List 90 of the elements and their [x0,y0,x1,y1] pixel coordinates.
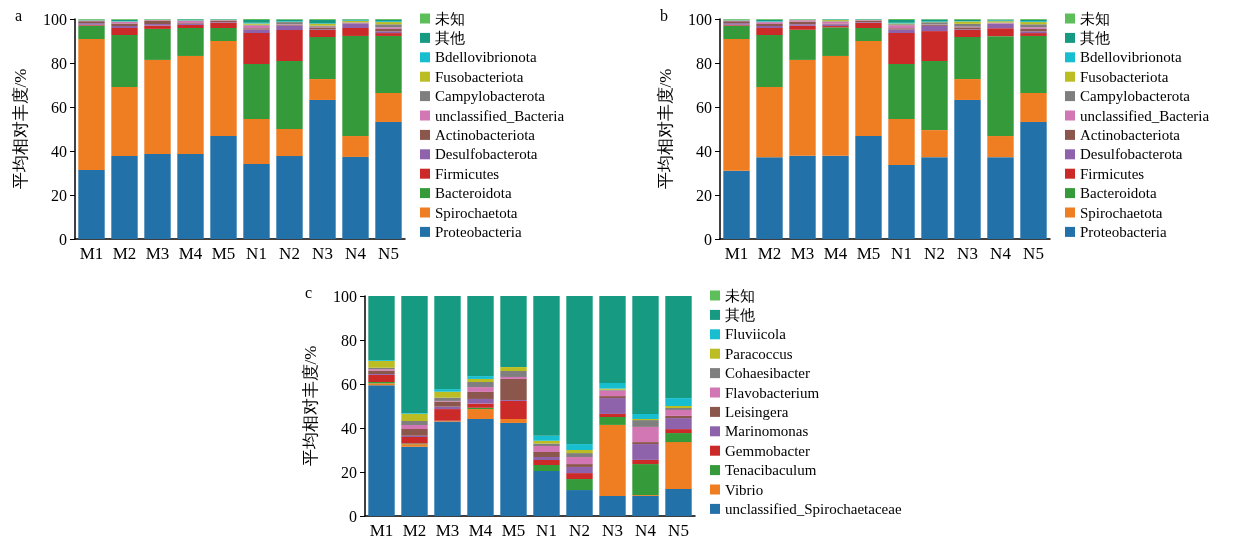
legend-label: unclassified_Bacteria [435,107,565,124]
y-tick-label: 40 [696,142,712,160]
legend-label: Leisingera [725,403,789,420]
x-tick-label: M5 [856,244,881,263]
y-tick-label: 0 [704,230,712,248]
legend-label: Campylobacterota [435,88,546,105]
x-tick-label: M5 [501,521,526,540]
y-tick-label: 20 [341,463,357,481]
legend-label: Bdellovibrionota [1080,49,1182,66]
x-tick-label: N1 [246,244,267,263]
chart-title: b [660,6,668,24]
y-tick-label: 60 [51,98,67,116]
x-tick-label: N3 [602,521,623,540]
legend-label: Fusobacteriota [1080,68,1169,85]
legend-label: Fluviicola [725,326,787,343]
legend-label: Flavobacterium [725,384,820,401]
x-tick-label: N4 [990,244,1012,263]
x-tick-label: M1 [79,244,104,263]
x-tick-label: M3 [145,244,170,263]
x-tick-label: M2 [757,244,782,263]
x-tick-label: N2 [569,521,590,540]
legend-label: 未知 [435,10,465,27]
x-tick-label: M4 [178,244,203,263]
y-tick-label: 20 [696,186,712,204]
x-tick-label: M1 [724,244,749,263]
legend-label: Spirochaetota [435,204,518,221]
x-tick-label: M4 [468,521,493,540]
y-axis-title: 平均相对丰度/% [11,68,30,190]
legend-label: Actinobacteriota [1080,126,1181,143]
y-tick-label: 0 [349,507,357,525]
y-tick-label: 0 [59,230,67,248]
y-tick-label: 60 [341,375,357,393]
y-tick-label: 20 [51,186,67,204]
legend-label: Gemmobacter [725,442,810,459]
legend-label: Cohaesibacter [725,365,810,382]
legend-label: Marinomonas [725,423,809,440]
legend-label: unclassified_Bacteria [1080,107,1210,124]
y-tick-label: 100 [688,10,712,28]
legend-label: 其他 [435,29,465,46]
legend-label: Desulfobacterota [435,146,538,163]
legend-label: Proteobacteria [1080,223,1167,240]
x-tick-label: N5 [378,244,399,263]
legend-label: unclassified_Spirochaetaceae [725,500,902,517]
x-tick-label: N3 [312,244,333,263]
x-tick-label: N1 [891,244,912,263]
x-tick-label: N5 [668,521,689,540]
x-tick-label: M2 [402,521,427,540]
x-tick-label: M4 [823,244,848,263]
legend-label: 未知 [725,287,755,304]
chart-title: a [15,6,23,24]
x-tick-label: N1 [536,521,557,540]
x-tick-label: N2 [279,244,300,263]
x-tick-label: M3 [790,244,815,263]
legend-label: Spirochaetota [1080,204,1163,221]
y-tick-label: 40 [51,142,67,160]
legend-label: Proteobacteria [435,223,522,240]
x-tick-label: M2 [112,244,137,263]
legend-label: Bacteroidota [435,185,512,202]
x-tick-label: N3 [957,244,978,263]
x-tick-label: N2 [924,244,945,263]
legend-label: 其他 [1080,29,1110,46]
legend-label: Bdellovibrionota [435,49,537,66]
x-tick-label: N4 [635,521,657,540]
x-tick-label: M3 [435,521,460,540]
legend-label: Campylobacterota [1080,88,1191,105]
x-tick-label: M5 [211,244,236,263]
legend-label: Actinobacteriota [435,126,536,143]
y-tick-label: 80 [696,54,712,72]
y-tick-label: 80 [51,54,67,72]
legend-label: Fusobacteriota [435,68,524,85]
chart-title: c [305,283,313,301]
y-axis-title: 平均相对丰度/% [656,68,675,190]
legend-label: 其他 [725,306,755,323]
x-tick-label: N5 [1023,244,1044,263]
x-tick-label: M1 [369,521,394,540]
legend-label: Tenacibaculum [725,462,817,479]
y-tick-label: 100 [333,287,357,305]
y-tick-label: 80 [341,331,357,349]
legend-label: Firmicutes [1080,165,1145,182]
y-tick-label: 40 [341,419,357,437]
x-tick-label: N4 [345,244,367,263]
legend-label: Firmicutes [435,165,500,182]
legend-label: Vibrio [725,481,764,498]
y-tick-label: 60 [696,98,712,116]
legend-label: Desulfobacterota [1080,146,1183,163]
legend-label: Bacteroidota [1080,185,1157,202]
y-axis-title: 平均相对丰度/% [301,345,320,467]
y-tick-label: 100 [43,10,67,28]
legend-label: Paracoccus [725,345,793,362]
legend-label: 未知 [1080,10,1110,27]
